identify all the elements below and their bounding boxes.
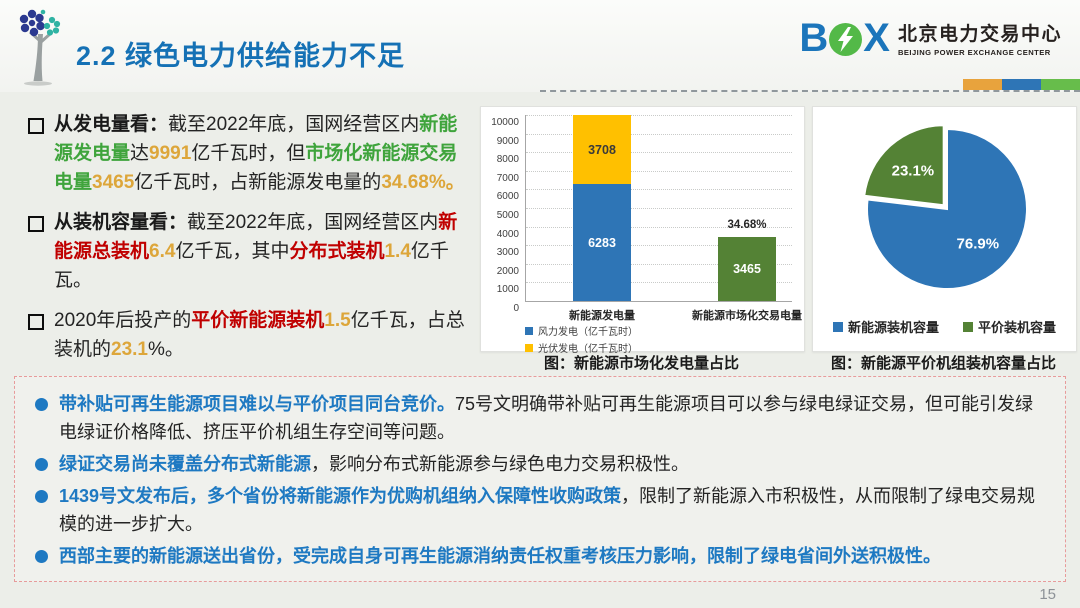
issue-text: 西部主要的新能源送出省份，受完成自身可再生能源消纳责任权重考核压力影响，限制了绿… bbox=[59, 546, 941, 566]
legend-swatch-icon bbox=[832, 321, 843, 332]
bar-category-label: 新能源市场化交易电量 bbox=[692, 310, 802, 322]
dot-bullet-icon bbox=[35, 490, 48, 503]
bar-legend: 风力发电（亿千瓦时） 光伏发电（亿千瓦时） bbox=[525, 323, 638, 357]
key-point-text: 从发电量看：截至2022年底，国网经营区内新能源发电量达9991亿千瓦时，但市场… bbox=[54, 114, 465, 193]
pie-chart-caption: 图：新能源平价机组装机容量占比 bbox=[830, 355, 1056, 372]
bar-chart-panel: 0 1000 2000 3000 4000 5000 6000 7000 8000 9000 100… bbox=[480, 106, 805, 355]
dot-bullet-icon bbox=[35, 398, 48, 411]
key-point-text: 从装机容量看：截至2022年底，国网经营区内新能源总装机6.4亿千瓦，其中分布式… bbox=[54, 212, 458, 291]
legend-item: 平价装机容量 bbox=[963, 317, 1056, 336]
issues-panel: 带补贴可再生能源项目难以与平价项目同台竞价。75号文明确带补贴可再生能源项目可以… bbox=[14, 376, 1066, 582]
list-item: 从发电量看：截至2022年底，国网经营区内新能源发电量达9991亿千瓦时，但市场… bbox=[28, 110, 476, 197]
page-number: 15 bbox=[1039, 586, 1056, 603]
slide-header: 2.2 绿色电力供给能力不足 B X 北京电力交易中心 BEIJING POWE… bbox=[0, 0, 1080, 92]
list-item: 绿证交易尚未覆盖分布式新能源，影响分布式新能源参与绿色电力交易积极性。 bbox=[35, 450, 1045, 478]
logo-name-en: BEIJING POWER EXCHANGE CENTER bbox=[897, 48, 1051, 57]
decorative-color-strip bbox=[963, 79, 1080, 90]
bpx-logo: B X 北京电力交易中心 BEIJING POWER EXCHANGE CENT… bbox=[799, 18, 1062, 58]
lightning-icon bbox=[829, 22, 863, 56]
tree-logo-icon bbox=[19, 9, 61, 86]
dot-bullet-icon bbox=[35, 458, 48, 471]
pie-chart-panel: 76.9% 23.1% 新能源装机容量 平价装机容量 bbox=[812, 106, 1077, 352]
bpx-logo-mark: B X bbox=[799, 18, 890, 58]
key-points-list: 从发电量看：截至2022年底，国网经营区内新能源发电量达9991亿千瓦时，但市场… bbox=[28, 110, 476, 375]
square-bullet-icon bbox=[28, 314, 44, 330]
square-bullet-icon bbox=[28, 118, 44, 134]
list-item: 1439号文发布后，多个省份将新能源作为优购机组纳入保障性收购政策，限制了新能源… bbox=[35, 482, 1045, 538]
bar-y-axis: 0 1000 2000 3000 4000 5000 6000 7000 8000 9000 100… bbox=[491, 117, 519, 314]
issue-text: 带补贴可再生能源项目难以与平价项目同台竞价。75号文明确带补贴可再生能源项目可以… bbox=[59, 394, 1034, 442]
dot-bullet-icon bbox=[35, 550, 48, 563]
bar-segment: 3708 bbox=[573, 115, 631, 185]
logo-name-cn: 北京电力交易中心 bbox=[897, 24, 1062, 45]
list-item: 2020年后投产的平价新能源装机1.5亿千瓦，占总装机的23.1%。 bbox=[28, 306, 476, 364]
legend-swatch-icon bbox=[963, 321, 973, 332]
issue-text: 绿证交易尚未覆盖分布式新能源，影响分布式新能源参与绿色电力交易积极性。 bbox=[59, 454, 689, 474]
pie-legend: 新能源装机容量 平价装机容量 bbox=[813, 317, 1076, 336]
legend-item: 风力发电（亿千瓦时） bbox=[525, 323, 638, 338]
pie-slice-label: 23.1% bbox=[892, 163, 935, 180]
legend-item: 光伏发电（亿千瓦时） bbox=[525, 340, 638, 355]
bar-segment: 6283 bbox=[573, 184, 631, 301]
bar-category-label: 新能源发电量 bbox=[569, 310, 635, 322]
legend-swatch-icon bbox=[525, 326, 533, 335]
dashed-divider bbox=[540, 90, 1080, 92]
list-item: 从装机容量看：截至2022年底，国网经营区内新能源总装机6.4亿千瓦，其中分布式… bbox=[28, 208, 476, 295]
logo-letter-b: B bbox=[799, 16, 829, 60]
legend-swatch-icon bbox=[525, 343, 533, 352]
bar-plot-area: 6283 3708 新能源发电量 3465 新能源市场化交易电量 34.68% bbox=[525, 115, 802, 322]
bar-chart-caption: 图：新能源市场化发电量占比 bbox=[543, 355, 739, 372]
list-item: 西部主要的新能源送出省份，受完成自身可再生能源消纳责任权重考核压力影响，限制了绿… bbox=[35, 542, 1045, 570]
key-point-text: 2020年后投产的平价新能源装机1.5亿千瓦，占总装机的23.1%。 bbox=[54, 310, 465, 360]
pie-svg: 76.9% 23.1% bbox=[863, 124, 1028, 290]
list-item: 带补贴可再生能源项目难以与平价项目同台竞价。75号文明确带补贴可再生能源项目可以… bbox=[35, 390, 1045, 446]
pie-slice-label: 76.9% bbox=[957, 236, 1000, 253]
logo-letter-x: X bbox=[863, 16, 890, 60]
page-title: 2.2 绿色电力供给能力不足 bbox=[76, 41, 406, 71]
pie-slice bbox=[866, 127, 1028, 290]
square-bullet-icon bbox=[28, 216, 44, 232]
legend-item: 新能源装机容量 bbox=[832, 317, 939, 336]
bar-segment: 3465 bbox=[718, 236, 776, 301]
bar-annotation: 34.68% bbox=[727, 218, 767, 231]
pie-slice bbox=[863, 124, 945, 207]
issue-text: 1439号文发布后，多个省份将新能源作为优购机组纳入保障性收购政策，限制了新能源… bbox=[59, 486, 1036, 534]
